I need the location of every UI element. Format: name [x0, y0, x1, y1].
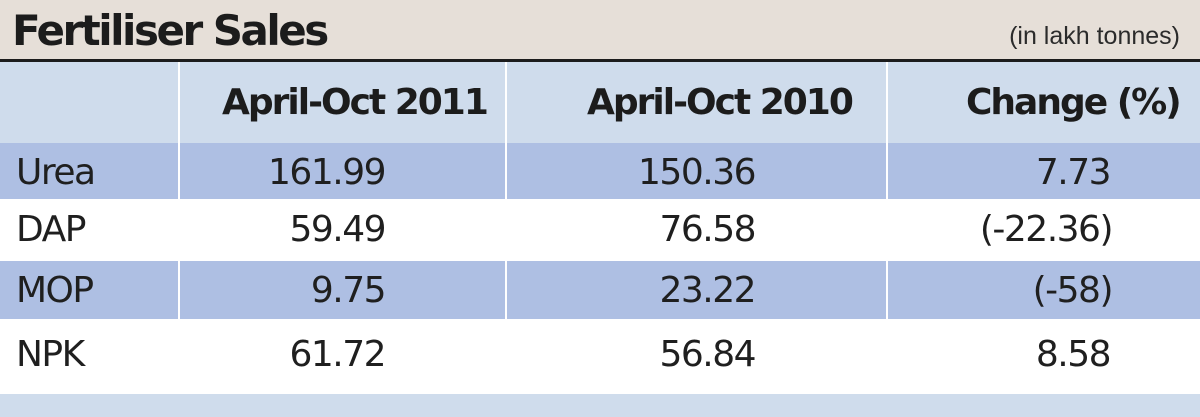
cell-2010: 76.58 [659, 209, 756, 250]
table-row-mop: MOP 9.75 23.22 (-58) [0, 261, 1200, 319]
cell-2011: 161.99 [268, 152, 386, 193]
column-divider [178, 62, 180, 394]
column-divider [505, 62, 507, 394]
table-header-row: April-Oct 2011 April-Oct 2010 Change (%) [0, 62, 1200, 143]
header-band: Fertiliser Sales (in lakh tonnes) [0, 0, 1200, 62]
row-label: NPK [16, 334, 85, 375]
column-header-april-oct-2010: April-Oct 2010 [587, 82, 854, 123]
cell-change: (-58) [1032, 270, 1114, 311]
row-label: Urea [16, 152, 96, 193]
cell-2010: 150.36 [638, 152, 756, 193]
column-header-change-percent: Change (%) [966, 82, 1182, 123]
table-row-urea: Urea 161.99 150.36 7.73 [0, 143, 1200, 199]
table-row-dap: DAP 59.49 76.58 (-22.36) [0, 199, 1200, 261]
chart-title: Fertiliser Sales [12, 6, 329, 55]
unit-note: (in lakh tonnes) [1009, 22, 1180, 50]
cell-2010: 23.22 [659, 270, 756, 311]
cell-change: 7.73 [1035, 152, 1112, 193]
column-divider [886, 62, 888, 394]
cell-2011: 61.72 [289, 334, 386, 375]
cell-2011: 9.75 [310, 270, 387, 311]
data-table: April-Oct 2011 April-Oct 2010 Change (%)… [0, 62, 1200, 417]
cell-change: (-22.36) [979, 209, 1114, 250]
row-label: DAP [16, 209, 86, 250]
table-row-npk: NPK 61.72 56.84 8.58 [0, 319, 1200, 394]
cell-2011: 59.49 [289, 209, 386, 250]
cell-2010: 56.84 [659, 334, 756, 375]
column-header-april-oct-2011: April-Oct 2011 [222, 82, 489, 123]
row-label: MOP [16, 270, 94, 311]
cell-change: 8.58 [1035, 334, 1112, 375]
table-footer-band [0, 394, 1200, 417]
